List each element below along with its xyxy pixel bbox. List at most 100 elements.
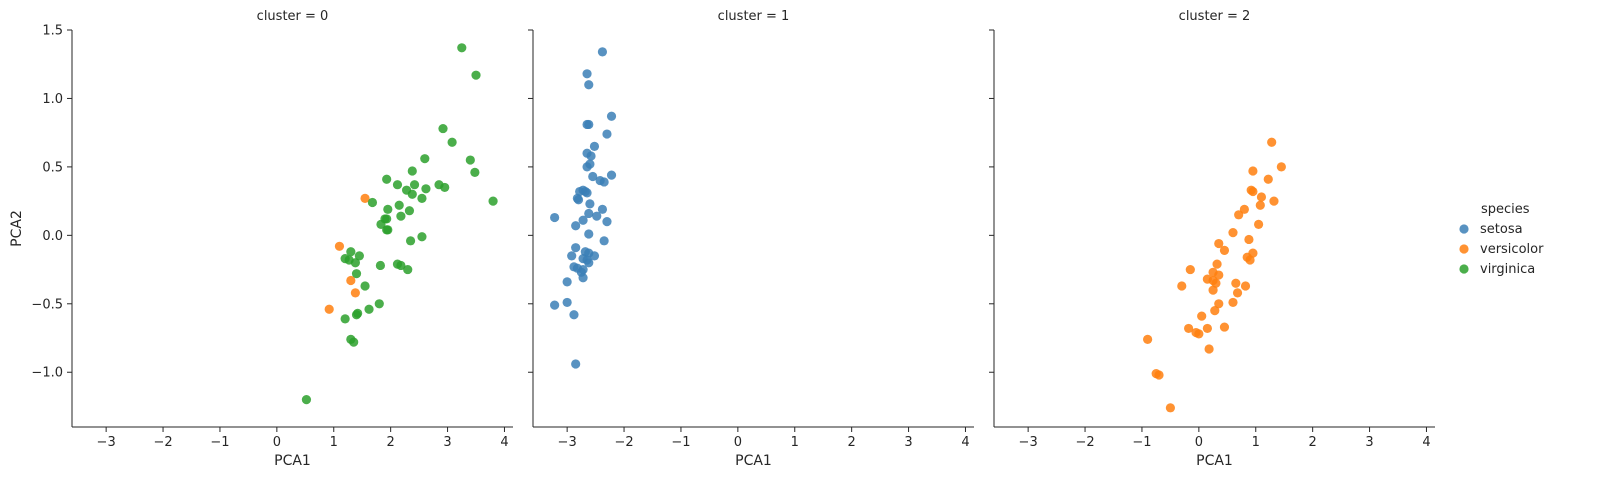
data-point-virginica [360,281,370,291]
x-tick-label: −2 [1075,435,1094,450]
facet-panel-1: cluster = 1 −3 −2 −1 0 1 2 3 4 PCA1 [528,9,974,469]
data-point-setosa [567,251,577,261]
legend-label-setosa: setosa [1480,222,1523,237]
data-point-virginica [351,269,362,279]
data-point-setosa [550,212,560,223]
data-point-virginica [457,43,467,53]
data-point-versicolor [1165,403,1175,413]
x-tick-label: 0 [273,435,281,450]
data-point-setosa [571,221,581,231]
legend-label-virginica: virginica [1480,262,1535,277]
legend-label-versicolor: versicolor [1480,242,1544,257]
facet-title: cluster = 1 [718,9,790,24]
x-tick-label: −1 [210,435,229,450]
data-point-setosa [606,111,617,121]
legend-title: species [1481,202,1530,217]
data-point-virginica [405,236,416,246]
data-point-virginica [351,310,362,320]
data-point-versicolor [1177,281,1187,291]
x-tick-label: 2 [387,435,395,450]
data-point-versicolor [1214,270,1224,280]
series-versicolor [324,193,370,314]
data-point-versicolor [346,275,356,286]
x-tick-label: −2 [153,435,172,450]
data-point-setosa [582,119,592,130]
data-point-virginica [447,137,457,147]
data-point-setosa [597,47,608,57]
data-point-virginica [301,395,312,405]
data-point-versicolor [1240,281,1251,291]
data-point-virginica [396,211,406,221]
x-tick-label: −3 [97,435,116,450]
data-point-versicolor [1208,285,1218,295]
x-tick-label: 0 [1195,435,1203,450]
y-tick-label: −0.5 [31,297,63,312]
data-point-versicolor [1234,210,1244,220]
data-point-versicolor [1202,323,1212,334]
data-point-virginica [364,304,374,314]
data-point-setosa [597,204,608,214]
y-tick-label: 0.0 [42,229,63,244]
data-point-versicolor [1219,245,1230,256]
data-point-virginica [488,196,498,206]
data-point-virginica [383,225,393,235]
data-point-setosa [588,171,598,182]
data-point-versicolor [1248,166,1258,176]
data-point-setosa [606,170,617,180]
data-point-setosa [573,195,584,205]
data-point-versicolor [1194,329,1204,339]
data-point-versicolor [1254,219,1264,229]
data-point-versicolor [1263,174,1273,184]
data-point-versicolor [1197,311,1207,321]
data-point-virginica [394,200,404,210]
data-point-virginica [383,204,393,214]
x-tick-label: −1 [1132,435,1151,450]
facets-layer: cluster = 0 −3 −2 −1 0 1 2 3 4 −1.0 −0.5 0.0 0.5 1.0 1… [9,9,1435,469]
data-point-versicolor [1267,137,1277,147]
x-tick-label: 3 [1365,435,1373,450]
data-point-setosa [599,177,609,187]
data-point-versicolor [1219,322,1230,332]
data-point-virginica [349,337,359,347]
data-point-versicolor [334,241,345,251]
data-point-versicolor [1248,186,1258,197]
data-point-versicolor [1204,344,1214,354]
data-point-virginica [417,232,427,242]
data-point-versicolor [324,304,334,314]
data-point-virginica [382,214,392,224]
data-point-setosa [562,297,572,308]
data-point-setosa [571,359,581,369]
data-point-versicolor [1232,288,1243,298]
data-point-setosa [578,215,588,225]
data-point-versicolor [1239,204,1249,214]
data-point-virginica [350,258,360,268]
x-tick-label: 4 [1422,435,1430,450]
data-point-virginica [403,264,413,275]
data-point-versicolor [1269,196,1279,206]
data-point-setosa [578,273,588,283]
x-tick-label: 2 [1309,435,1317,450]
data-point-setosa [589,141,600,151]
x-axis-label: PCA1 [735,453,772,469]
data-point-versicolor [1212,259,1222,269]
facet-panel-0: cluster = 0 −3 −2 −1 0 1 2 3 4 −1.0 −0.5 0.0 0.5 1.0 1… [9,9,513,469]
data-point-virginica [409,180,420,190]
x-tick-label: 2 [848,435,856,450]
data-point-versicolor [350,288,360,298]
series-virginica [301,43,498,405]
data-point-setosa [602,217,612,227]
y-axis-label: PCA2 [9,210,25,247]
data-point-setosa [582,162,592,172]
data-point-versicolor [1210,306,1220,316]
x-tick-label: 3 [904,435,912,450]
data-point-virginica [407,189,417,199]
legend-entries: setosa versicolor virginica [1459,222,1544,277]
legend-marker-virginica [1459,264,1469,274]
x-tick-label: 3 [443,435,451,450]
data-point-virginica [465,155,475,165]
data-point-virginica [346,247,356,257]
legend-marker-versicolor [1459,244,1469,254]
data-point-setosa [584,229,594,239]
data-point-versicolor [1245,255,1255,265]
